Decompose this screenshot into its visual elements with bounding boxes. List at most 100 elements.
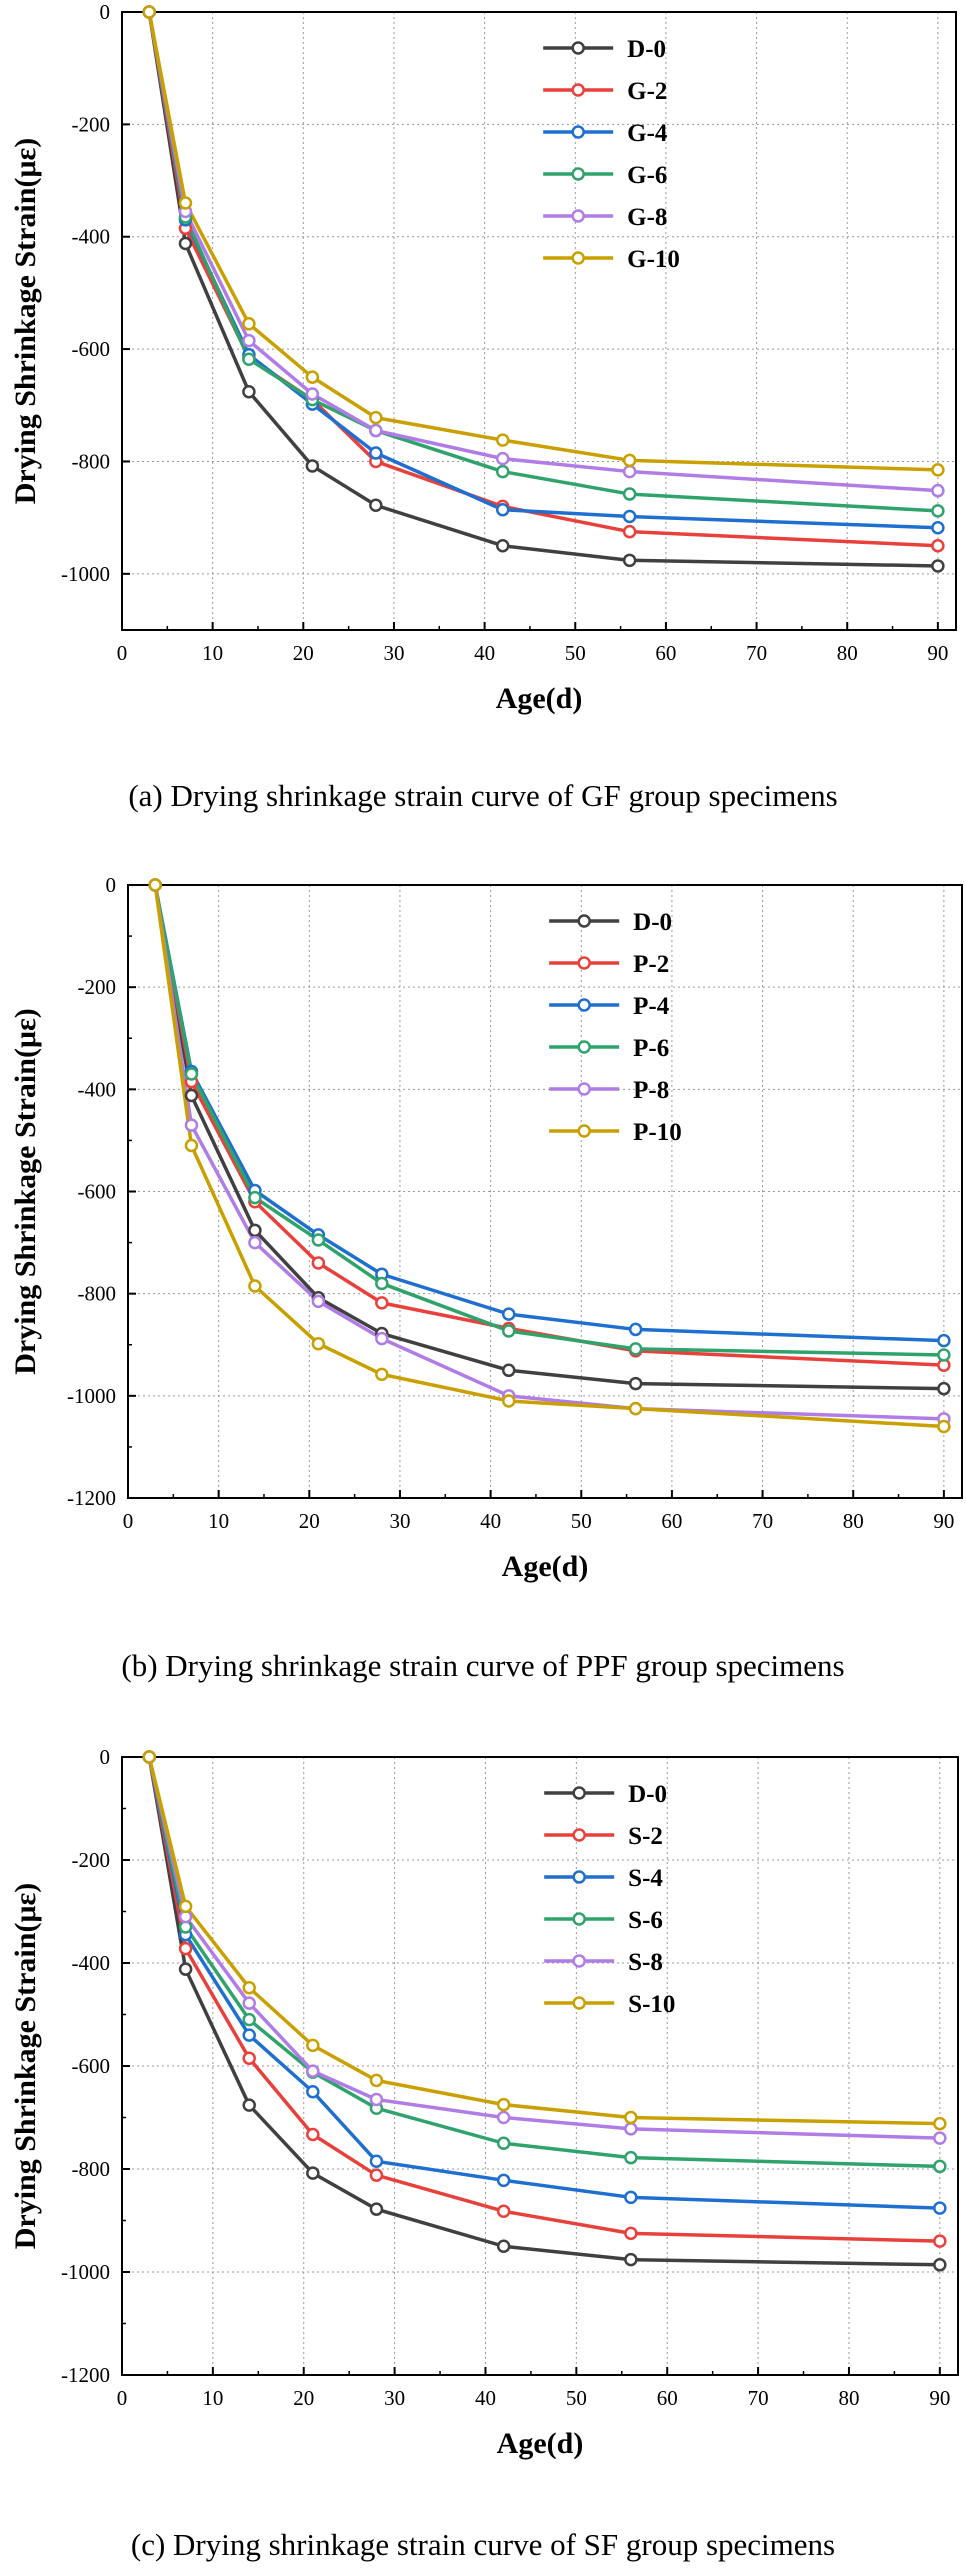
- data-point-G-2: [622, 524, 637, 539]
- data-point-G-10: [931, 463, 945, 477]
- data-point-S-4: [496, 2173, 511, 2188]
- data-point-G-10: [495, 433, 510, 447]
- data-point-G-4: [931, 520, 945, 535]
- legend-marker-P-4: [577, 998, 591, 1012]
- data-point-P-10: [501, 1394, 516, 1408]
- legend-marker-P-2: [577, 956, 591, 970]
- x-tick-label: 80: [843, 1509, 864, 1533]
- series-line-S-8: [147, 1756, 940, 2140]
- series-line-G-10: [147, 11, 938, 472]
- data-point-P-10: [311, 1336, 326, 1351]
- data-point-S-10: [624, 2110, 638, 2125]
- y-tick-label: -1000: [67, 1384, 116, 1408]
- data-point-S-10: [142, 1750, 157, 1764]
- x-tick-label: 0: [117, 2386, 128, 2410]
- data-point-S-4: [242, 2028, 256, 2042]
- data-point-P-4: [501, 1307, 516, 1321]
- legend-marker-G-6: [571, 167, 585, 181]
- series-line-S-10: [147, 1756, 940, 2126]
- x-tick-label: 50: [571, 1509, 592, 1533]
- series-line-S-2: [147, 1756, 940, 2243]
- x-tick-label: 70: [752, 1509, 773, 1533]
- legend-marker-S-4: [572, 1870, 586, 1884]
- legend-label-G-8: G-8: [627, 204, 667, 231]
- y-tick-label: -1000: [61, 562, 110, 586]
- x-tick-label: 60: [661, 1509, 682, 1533]
- x-axis-title: Age(d): [496, 682, 583, 715]
- data-point-G-8: [931, 483, 945, 498]
- legend-marker-P-6: [577, 1040, 591, 1054]
- data-point-D-0: [624, 2252, 638, 2267]
- legend-label-S-4: S-4: [628, 1865, 663, 1892]
- data-point-G-6: [622, 487, 637, 501]
- chart-panel-2: 0 10 20 30 40 50 60 70 80 90 0 -200 -400 -600 -800 -100…: [9, 873, 963, 1683]
- data-point-P-8: [248, 1235, 262, 1250]
- data-point-P-10: [937, 1419, 951, 1434]
- y-tick-label: -600: [72, 337, 111, 361]
- data-point-S-10: [242, 1980, 256, 1995]
- legend-marker-D-0: [577, 914, 591, 928]
- y-tick-label: 0: [100, 1745, 111, 1769]
- data-point-D-0: [184, 1088, 199, 1103]
- legend-marker-D-0: [572, 1786, 586, 1800]
- legend-marker-P-8: [577, 1082, 591, 1096]
- legend-label-G-2: G-2: [627, 78, 667, 105]
- x-tick-label: 90: [933, 1509, 954, 1533]
- legend-marker-P-10: [577, 1124, 591, 1138]
- data-point-S-8: [496, 2110, 511, 2125]
- legend-label-D-0: D-0: [633, 909, 672, 936]
- series-line-P-4: [153, 884, 944, 1343]
- data-point-D-0: [501, 1363, 516, 1378]
- data-point-G-10: [242, 317, 256, 331]
- data-point-G-8: [369, 423, 383, 438]
- data-point-D-0: [369, 498, 383, 513]
- legend-marker-G-2: [571, 83, 585, 97]
- x-tick-label: 60: [655, 641, 676, 665]
- x-tick-label: 60: [657, 2386, 678, 2410]
- x-tick-label: 50: [566, 2386, 587, 2410]
- legend-label-P-6: P-6: [633, 1035, 669, 1062]
- data-point-D-0: [622, 553, 637, 568]
- y-tick-label: -1200: [67, 1486, 116, 1510]
- x-axis-title: Age(d): [502, 1550, 589, 1583]
- series-line-D-0: [153, 884, 944, 1391]
- series-line-D-0: [147, 1756, 940, 2267]
- series-line-S-4: [147, 1756, 940, 2210]
- legend-label-G-10: G-10: [627, 246, 680, 273]
- data-point-D-0: [178, 1962, 193, 1976]
- series-line-P-2: [153, 884, 944, 1367]
- y-axis-title: Drying Shrinkage Strain(με): [9, 1883, 42, 2250]
- x-tick-label: 10: [208, 1509, 229, 1533]
- series-line-P-10: [153, 884, 944, 1429]
- x-axis-title: Age(d): [497, 2427, 584, 2460]
- x-tick-label: 30: [384, 2386, 405, 2410]
- x-tick-label: 40: [480, 1509, 501, 1533]
- y-tick-label: -800: [72, 2157, 111, 2181]
- x-tick-label: 70: [746, 641, 767, 665]
- data-point-P-6: [628, 1342, 643, 1356]
- x-tick-label: 20: [299, 1509, 320, 1533]
- x-tick-label: 80: [837, 641, 858, 665]
- data-point-G-6: [242, 352, 256, 366]
- data-point-G-6: [931, 504, 945, 518]
- data-point-P-10: [628, 1401, 643, 1416]
- data-point-P-6: [311, 1233, 326, 1247]
- data-point-P-6: [375, 1276, 389, 1291]
- legend-marker-S-10: [572, 1996, 586, 2010]
- legend-label-S-6: S-6: [628, 1907, 663, 1934]
- legend-label-P-2: P-2: [633, 951, 669, 978]
- data-point-S-6: [933, 2159, 947, 2174]
- data-point-D-0: [931, 559, 945, 573]
- data-point-G-6: [495, 464, 510, 479]
- data-point-S-10: [306, 2038, 320, 2053]
- data-point-D-0: [305, 459, 320, 473]
- x-tick-label: 70: [748, 2386, 769, 2410]
- data-point-G-8: [495, 451, 510, 466]
- legend-label-D-0: D-0: [628, 1781, 667, 1808]
- data-point-P-8: [184, 1118, 199, 1132]
- x-tick-label: 40: [474, 641, 495, 665]
- y-tick-label: 0: [106, 873, 117, 897]
- x-tick-label: 30: [383, 641, 404, 665]
- data-point-P-10: [375, 1367, 389, 1382]
